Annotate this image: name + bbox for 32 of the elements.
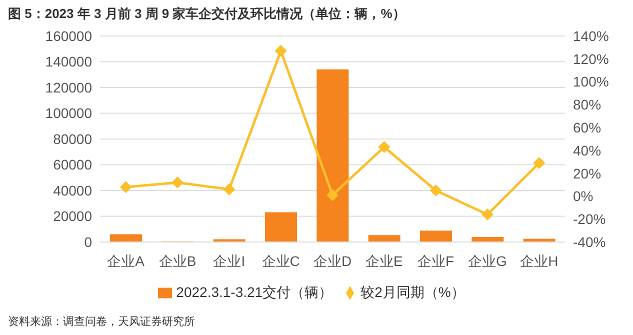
x-tick-label: 企业F: [418, 252, 454, 269]
y-tick-label: 160000: [45, 28, 92, 44]
legend-label: 2022.3.1-3.21交付（辆）: [176, 284, 333, 300]
y-tick-label: 120000: [45, 79, 92, 96]
y-tick-label: 100000: [45, 105, 92, 122]
y2-tick-label: 60%: [573, 120, 602, 136]
x-tick-label: 企业E: [365, 252, 403, 269]
x-tick-label: 企业D: [313, 252, 352, 269]
x-tick-label: 企业I: [213, 252, 246, 269]
y-tick-label: 20000: [53, 208, 92, 224]
y2-tick-label: 80%: [573, 96, 602, 113]
x-tick-label: 企业G: [468, 252, 507, 269]
y2-tick-label: -40%: [573, 234, 606, 250]
y2-tick-label: 20%: [573, 165, 602, 182]
chart-title: 图 5：2023 年 3 月前 3 周 9 家车企交付及环比情况（单位：辆，%）: [8, 5, 406, 23]
y-tick-label: 60000: [53, 156, 92, 173]
x-tick-label: 企业A: [107, 252, 146, 269]
x-tick-label: 企业B: [158, 252, 196, 269]
y-tick-label: 40000: [53, 182, 92, 198]
y-tick-label: 140000: [45, 54, 92, 70]
text: 资料来源：调查问卷，天风证券研究所: [8, 314, 195, 329]
y2-tick-label: 0%: [573, 188, 594, 204]
y2-tick-label: -20%: [573, 211, 606, 228]
legend-label: 较2月同期（%）: [360, 284, 465, 300]
x-tick-label: 企业C: [262, 252, 300, 269]
x-tick-label: 企业H: [520, 252, 558, 269]
y2-tick-label: 140%: [573, 28, 609, 44]
y-tick-label: 0: [84, 234, 92, 250]
y2-tick-label: 100%: [573, 74, 609, 90]
y-tick-label: 80000: [53, 130, 92, 147]
y2-tick-label: 120%: [573, 50, 609, 67]
y2-tick-label: 40%: [573, 142, 602, 158]
